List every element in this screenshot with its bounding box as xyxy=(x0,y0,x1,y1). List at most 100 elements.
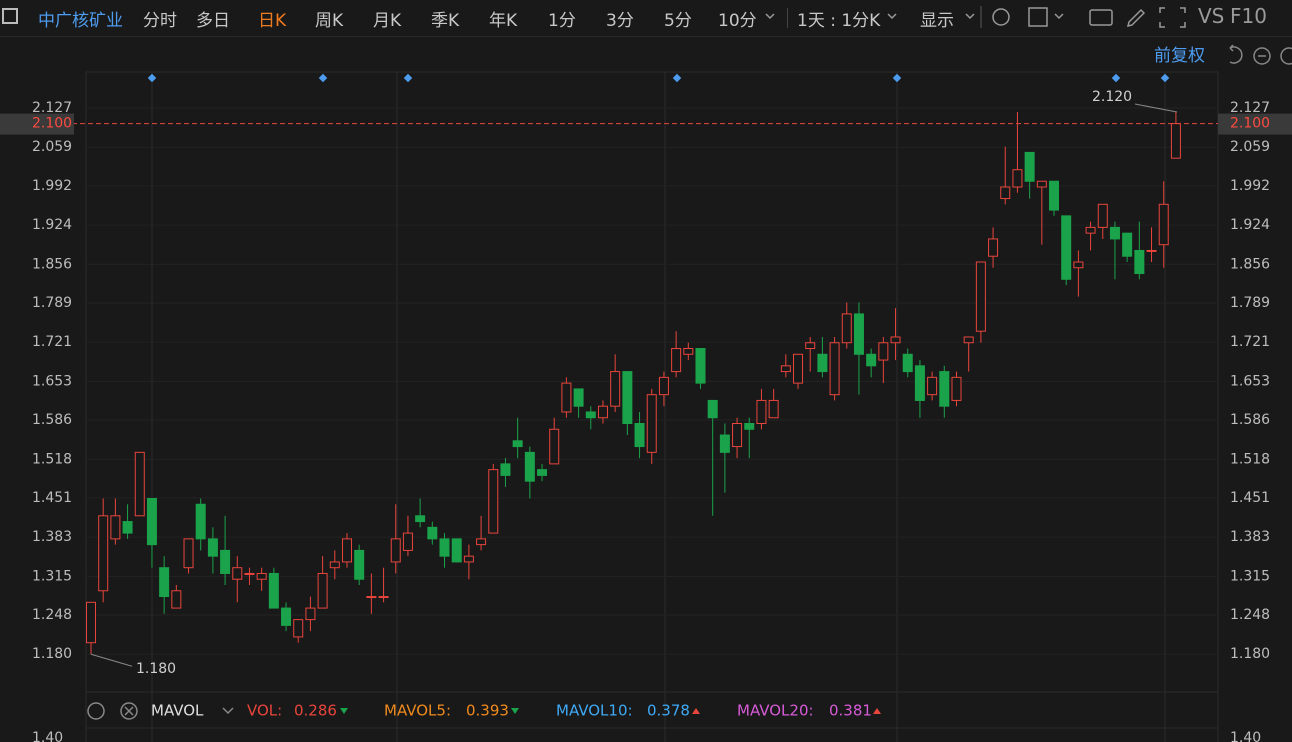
y-tick-label: 1.721 xyxy=(1230,334,1270,350)
indicator-name[interactable]: MAVOL xyxy=(151,702,204,720)
candle-body xyxy=(122,521,133,534)
candle-body xyxy=(500,463,511,476)
y-tick-label: 2.059 xyxy=(1230,139,1270,155)
y-tick-label: 1.789 xyxy=(1230,295,1270,311)
vs-button[interactable]: VS xyxy=(1198,4,1225,28)
candle-body xyxy=(853,313,864,355)
close-icon xyxy=(124,706,134,716)
y-tick-label: 1.992 xyxy=(1230,178,1270,194)
event-markers xyxy=(147,73,1170,83)
period[interactable]: 季K xyxy=(431,11,460,31)
candle-body xyxy=(1170,123,1181,159)
candle-body xyxy=(354,549,365,580)
candle-body xyxy=(756,399,767,425)
candle-body xyxy=(439,538,450,557)
indicator-label: MAVOL20: xyxy=(737,702,814,720)
period[interactable]: 多日 xyxy=(196,11,230,31)
candle-body xyxy=(1036,180,1047,188)
current-price-label: 2.100 xyxy=(1230,116,1270,132)
candle-body xyxy=(671,348,682,373)
event-marker[interactable] xyxy=(318,73,328,83)
y-tick-label: 1.383 xyxy=(1230,529,1270,545)
candle-body xyxy=(646,394,657,453)
period[interactable]: 1分 xyxy=(548,11,576,31)
candle-body xyxy=(1158,203,1169,246)
min-label: 1.180 xyxy=(136,661,176,677)
candle-body xyxy=(841,313,852,344)
event-marker[interactable] xyxy=(892,73,902,83)
candle-body xyxy=(220,549,231,574)
min-pointer xyxy=(90,653,133,667)
candle-body xyxy=(939,371,950,407)
period[interactable]: 分时 xyxy=(143,11,177,31)
candle-body xyxy=(488,469,499,534)
chevron[interactable] xyxy=(222,707,234,715)
candle-body xyxy=(1109,226,1120,240)
y-tick-label: 1.856 xyxy=(32,256,72,272)
y-tick-label: 1.586 xyxy=(1230,412,1270,428)
candle-body xyxy=(256,572,267,580)
display-select[interactable]: 显示 xyxy=(920,11,954,31)
candle-body xyxy=(817,353,828,373)
candle-body xyxy=(658,376,669,396)
period[interactable]: 5分 xyxy=(664,11,692,31)
period[interactable]: 周K xyxy=(315,11,344,31)
y-tick-label: 1.180 xyxy=(32,646,72,662)
close-icon[interactable] xyxy=(120,702,138,720)
price-tag xyxy=(0,113,74,135)
candle-body xyxy=(829,342,840,396)
candle-body xyxy=(744,423,755,430)
zoom-in-icon[interactable] xyxy=(1280,47,1292,65)
period[interactable]: 年K xyxy=(489,11,518,31)
candle-body xyxy=(1024,151,1035,182)
zoom-icons xyxy=(1229,44,1292,65)
candle-body xyxy=(476,538,487,546)
candle-body xyxy=(1073,261,1084,269)
event-marker[interactable] xyxy=(672,73,682,83)
event-marker[interactable] xyxy=(1160,73,1170,83)
candle-body xyxy=(159,567,170,598)
candle-body xyxy=(622,371,633,425)
y-tick-label: 2.127 xyxy=(1230,100,1270,116)
adjust-mode[interactable]: 前复权 xyxy=(1154,46,1205,66)
y-tick-label: 1.924 xyxy=(1230,217,1270,233)
candle-body xyxy=(390,538,401,563)
indicator-value: 0.393 xyxy=(466,702,509,720)
candle-body xyxy=(1085,226,1096,234)
interval-select[interactable]: 1天 : 1分K xyxy=(797,11,881,31)
indicator-value: 0.381 xyxy=(829,702,872,720)
period[interactable]: 10分 xyxy=(718,11,757,31)
candle-body xyxy=(707,399,718,419)
candle-body xyxy=(719,434,730,453)
y-tick-label: 1.315 xyxy=(32,568,72,584)
period[interactable]: 3分 xyxy=(606,11,634,31)
candle-body xyxy=(512,440,523,448)
f10-button[interactable]: F10 xyxy=(1230,4,1267,28)
candle-body xyxy=(683,348,694,355)
zoom-out-icon[interactable] xyxy=(1253,47,1271,65)
candle-body xyxy=(732,423,743,448)
trend-down xyxy=(511,708,519,714)
y-tick-label: 1.180 xyxy=(1230,646,1270,662)
period[interactable]: 月K xyxy=(373,11,402,31)
volume-axis-label: 1.40 xyxy=(1230,730,1261,742)
candle-body xyxy=(927,376,938,396)
trend-down xyxy=(340,708,348,714)
settings-icon[interactable] xyxy=(87,702,105,720)
candle-body xyxy=(281,607,292,626)
candle-body xyxy=(695,348,706,384)
event-marker[interactable] xyxy=(147,73,157,83)
max-label: 2.120 xyxy=(1092,89,1132,105)
menu-icon[interactable] xyxy=(2,8,18,24)
candle-body xyxy=(585,411,596,419)
event-marker[interactable] xyxy=(403,73,413,83)
event-marker[interactable] xyxy=(1111,73,1121,83)
candle-body xyxy=(244,572,255,575)
y-tick-label: 1.451 xyxy=(32,490,72,506)
period-active[interactable]: 日K xyxy=(258,11,287,31)
stock-name[interactable]: 中广核矿业 xyxy=(38,11,123,31)
candle-body xyxy=(634,423,645,448)
candle-body xyxy=(524,451,535,482)
reset-icon[interactable] xyxy=(1229,44,1243,64)
candle-body xyxy=(98,515,109,592)
